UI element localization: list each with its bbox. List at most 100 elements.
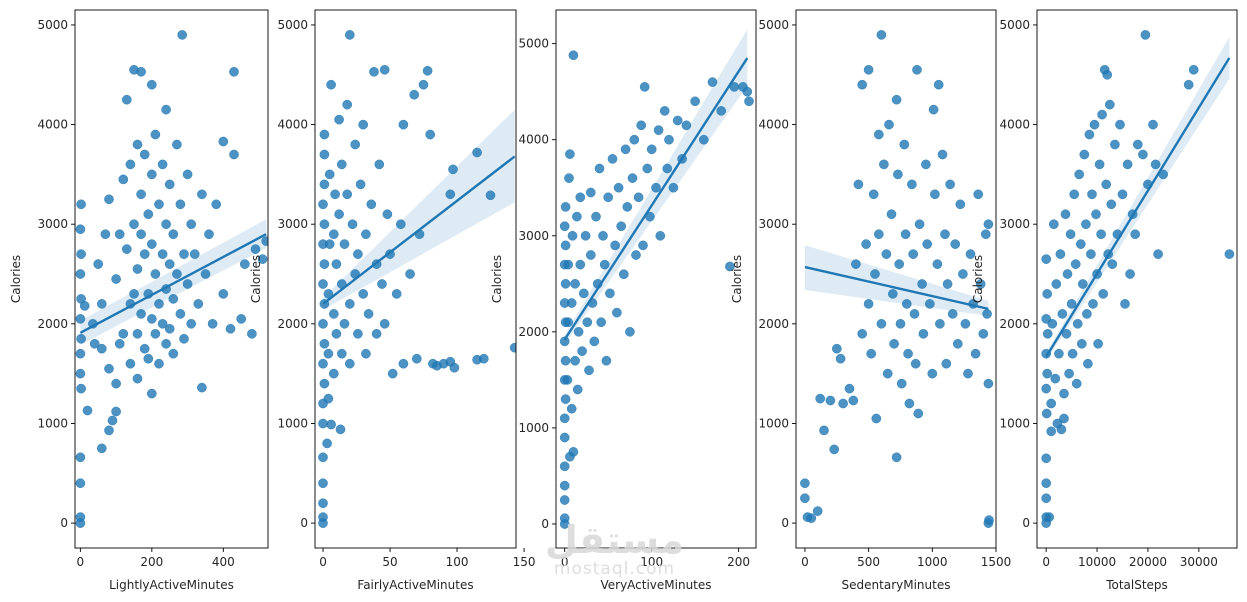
data-point xyxy=(639,82,650,92)
watermark-latin: mostaql.com xyxy=(553,559,676,579)
data-point xyxy=(342,99,353,110)
y-tick-label: 3000 xyxy=(999,217,1030,231)
data-point xyxy=(1101,179,1112,190)
y-tick-label: 2000 xyxy=(37,317,68,331)
data-point xyxy=(960,318,971,329)
data-point xyxy=(136,189,146,200)
data-point xyxy=(336,348,347,359)
y-tick-label: 4000 xyxy=(37,118,68,132)
x-tick-label: 0 xyxy=(561,555,569,569)
data-point xyxy=(1088,299,1098,309)
data-point xyxy=(1044,512,1055,522)
data-point xyxy=(1089,119,1100,130)
data-point xyxy=(330,189,340,200)
data-point xyxy=(1188,64,1199,75)
data-point xyxy=(881,249,892,259)
data-point xyxy=(559,495,570,505)
data-point xyxy=(121,244,132,254)
data-point xyxy=(1138,149,1148,160)
data-point xyxy=(577,346,587,356)
data-point xyxy=(627,173,638,183)
data-point xyxy=(570,355,580,366)
data-point xyxy=(655,230,666,241)
watermark: مستقل mostaql.com xyxy=(545,520,684,578)
data-point xyxy=(1082,309,1092,319)
y-tick-label: 2000 xyxy=(518,325,549,339)
data-point xyxy=(681,120,692,131)
data-point xyxy=(1059,388,1069,399)
data-point xyxy=(328,229,339,240)
data-point xyxy=(75,478,86,489)
data-point xyxy=(1066,299,1077,309)
data-point xyxy=(189,249,200,259)
data-point xyxy=(575,192,586,203)
data-point xyxy=(882,368,893,379)
data-point xyxy=(873,129,884,140)
data-point xyxy=(636,120,647,131)
data-point xyxy=(143,353,154,364)
data-point xyxy=(391,289,402,299)
data-point xyxy=(618,269,629,280)
data-point xyxy=(582,317,593,328)
data-point xyxy=(1055,249,1066,259)
data-point xyxy=(904,398,915,409)
confidence-band xyxy=(564,29,748,345)
data-point xyxy=(1048,219,1059,230)
data-point xyxy=(1065,229,1076,240)
y-axis-label: Calories xyxy=(249,255,263,303)
data-point xyxy=(876,30,887,40)
data-point xyxy=(903,348,913,359)
y-tick-label: 1000 xyxy=(999,416,1030,430)
y-tick-label: 5000 xyxy=(518,37,549,51)
data-point xyxy=(857,328,868,339)
data-point xyxy=(331,328,342,339)
data-point xyxy=(361,348,371,359)
x-tick-label: 0 xyxy=(319,555,327,569)
data-point xyxy=(698,134,709,145)
data-point xyxy=(879,159,889,170)
data-point xyxy=(157,249,168,259)
data-point xyxy=(177,30,188,40)
data-point xyxy=(725,261,735,272)
data-point xyxy=(876,318,887,329)
data-point xyxy=(339,318,350,329)
data-point xyxy=(560,240,571,251)
data-point xyxy=(891,452,902,463)
data-point xyxy=(863,299,874,309)
data-point xyxy=(800,478,810,489)
data-point xyxy=(75,224,86,235)
y-axis-label: Calories xyxy=(971,255,985,303)
data-point xyxy=(564,173,574,183)
data-point xyxy=(563,259,574,270)
data-point xyxy=(118,328,129,339)
y-tick-label: 3000 xyxy=(758,217,789,231)
x-axis-label: VeryActiveMinutes xyxy=(600,578,711,592)
data-point xyxy=(229,66,239,77)
plot-area xyxy=(1041,30,1235,528)
data-point xyxy=(642,163,653,174)
data-point xyxy=(318,418,328,429)
data-point xyxy=(239,259,250,269)
x-axis-label: LightlyActiveMinutes xyxy=(109,578,234,592)
data-point xyxy=(75,314,86,324)
data-point xyxy=(559,413,570,424)
data-point xyxy=(200,269,211,279)
data-point xyxy=(472,147,482,158)
data-point xyxy=(1224,249,1235,259)
data-point xyxy=(129,289,139,299)
data-point xyxy=(319,129,330,140)
data-point xyxy=(164,179,175,190)
data-point xyxy=(651,182,661,193)
x-tick-label: 100 xyxy=(640,555,663,569)
data-point xyxy=(930,189,940,200)
x-tick-label: 0 xyxy=(1042,555,1050,569)
data-point xyxy=(914,219,925,230)
data-point xyxy=(887,289,898,299)
regression-line xyxy=(563,57,749,341)
data-point xyxy=(76,383,86,394)
data-point xyxy=(168,229,179,240)
data-point xyxy=(1183,79,1194,90)
x-tick-label: 50 xyxy=(382,555,397,569)
data-point xyxy=(863,64,874,75)
data-point xyxy=(154,358,164,369)
